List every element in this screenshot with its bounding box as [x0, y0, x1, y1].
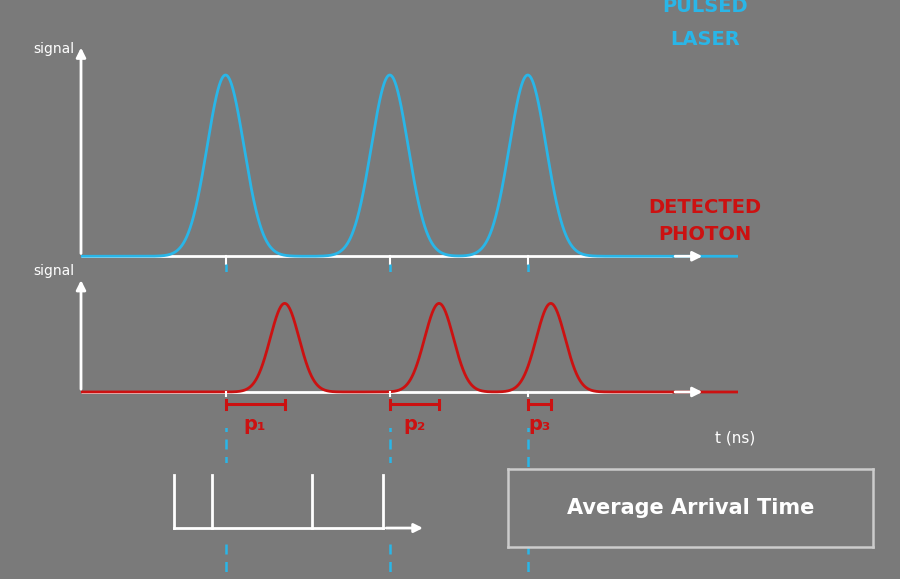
Text: Average Arrival Time: Average Arrival Time — [567, 498, 814, 518]
Text: LASER: LASER — [670, 30, 740, 49]
Text: t (ns): t (ns) — [715, 430, 755, 445]
Text: p₂: p₂ — [403, 415, 426, 434]
Text: PULSED: PULSED — [662, 0, 748, 16]
Text: signal: signal — [33, 42, 75, 56]
Text: p₁: p₁ — [244, 415, 266, 434]
Text: signal: signal — [33, 264, 75, 278]
Text: PHOTON: PHOTON — [659, 225, 752, 244]
Text: DETECTED: DETECTED — [649, 199, 761, 217]
Text: p₃: p₃ — [528, 415, 551, 434]
